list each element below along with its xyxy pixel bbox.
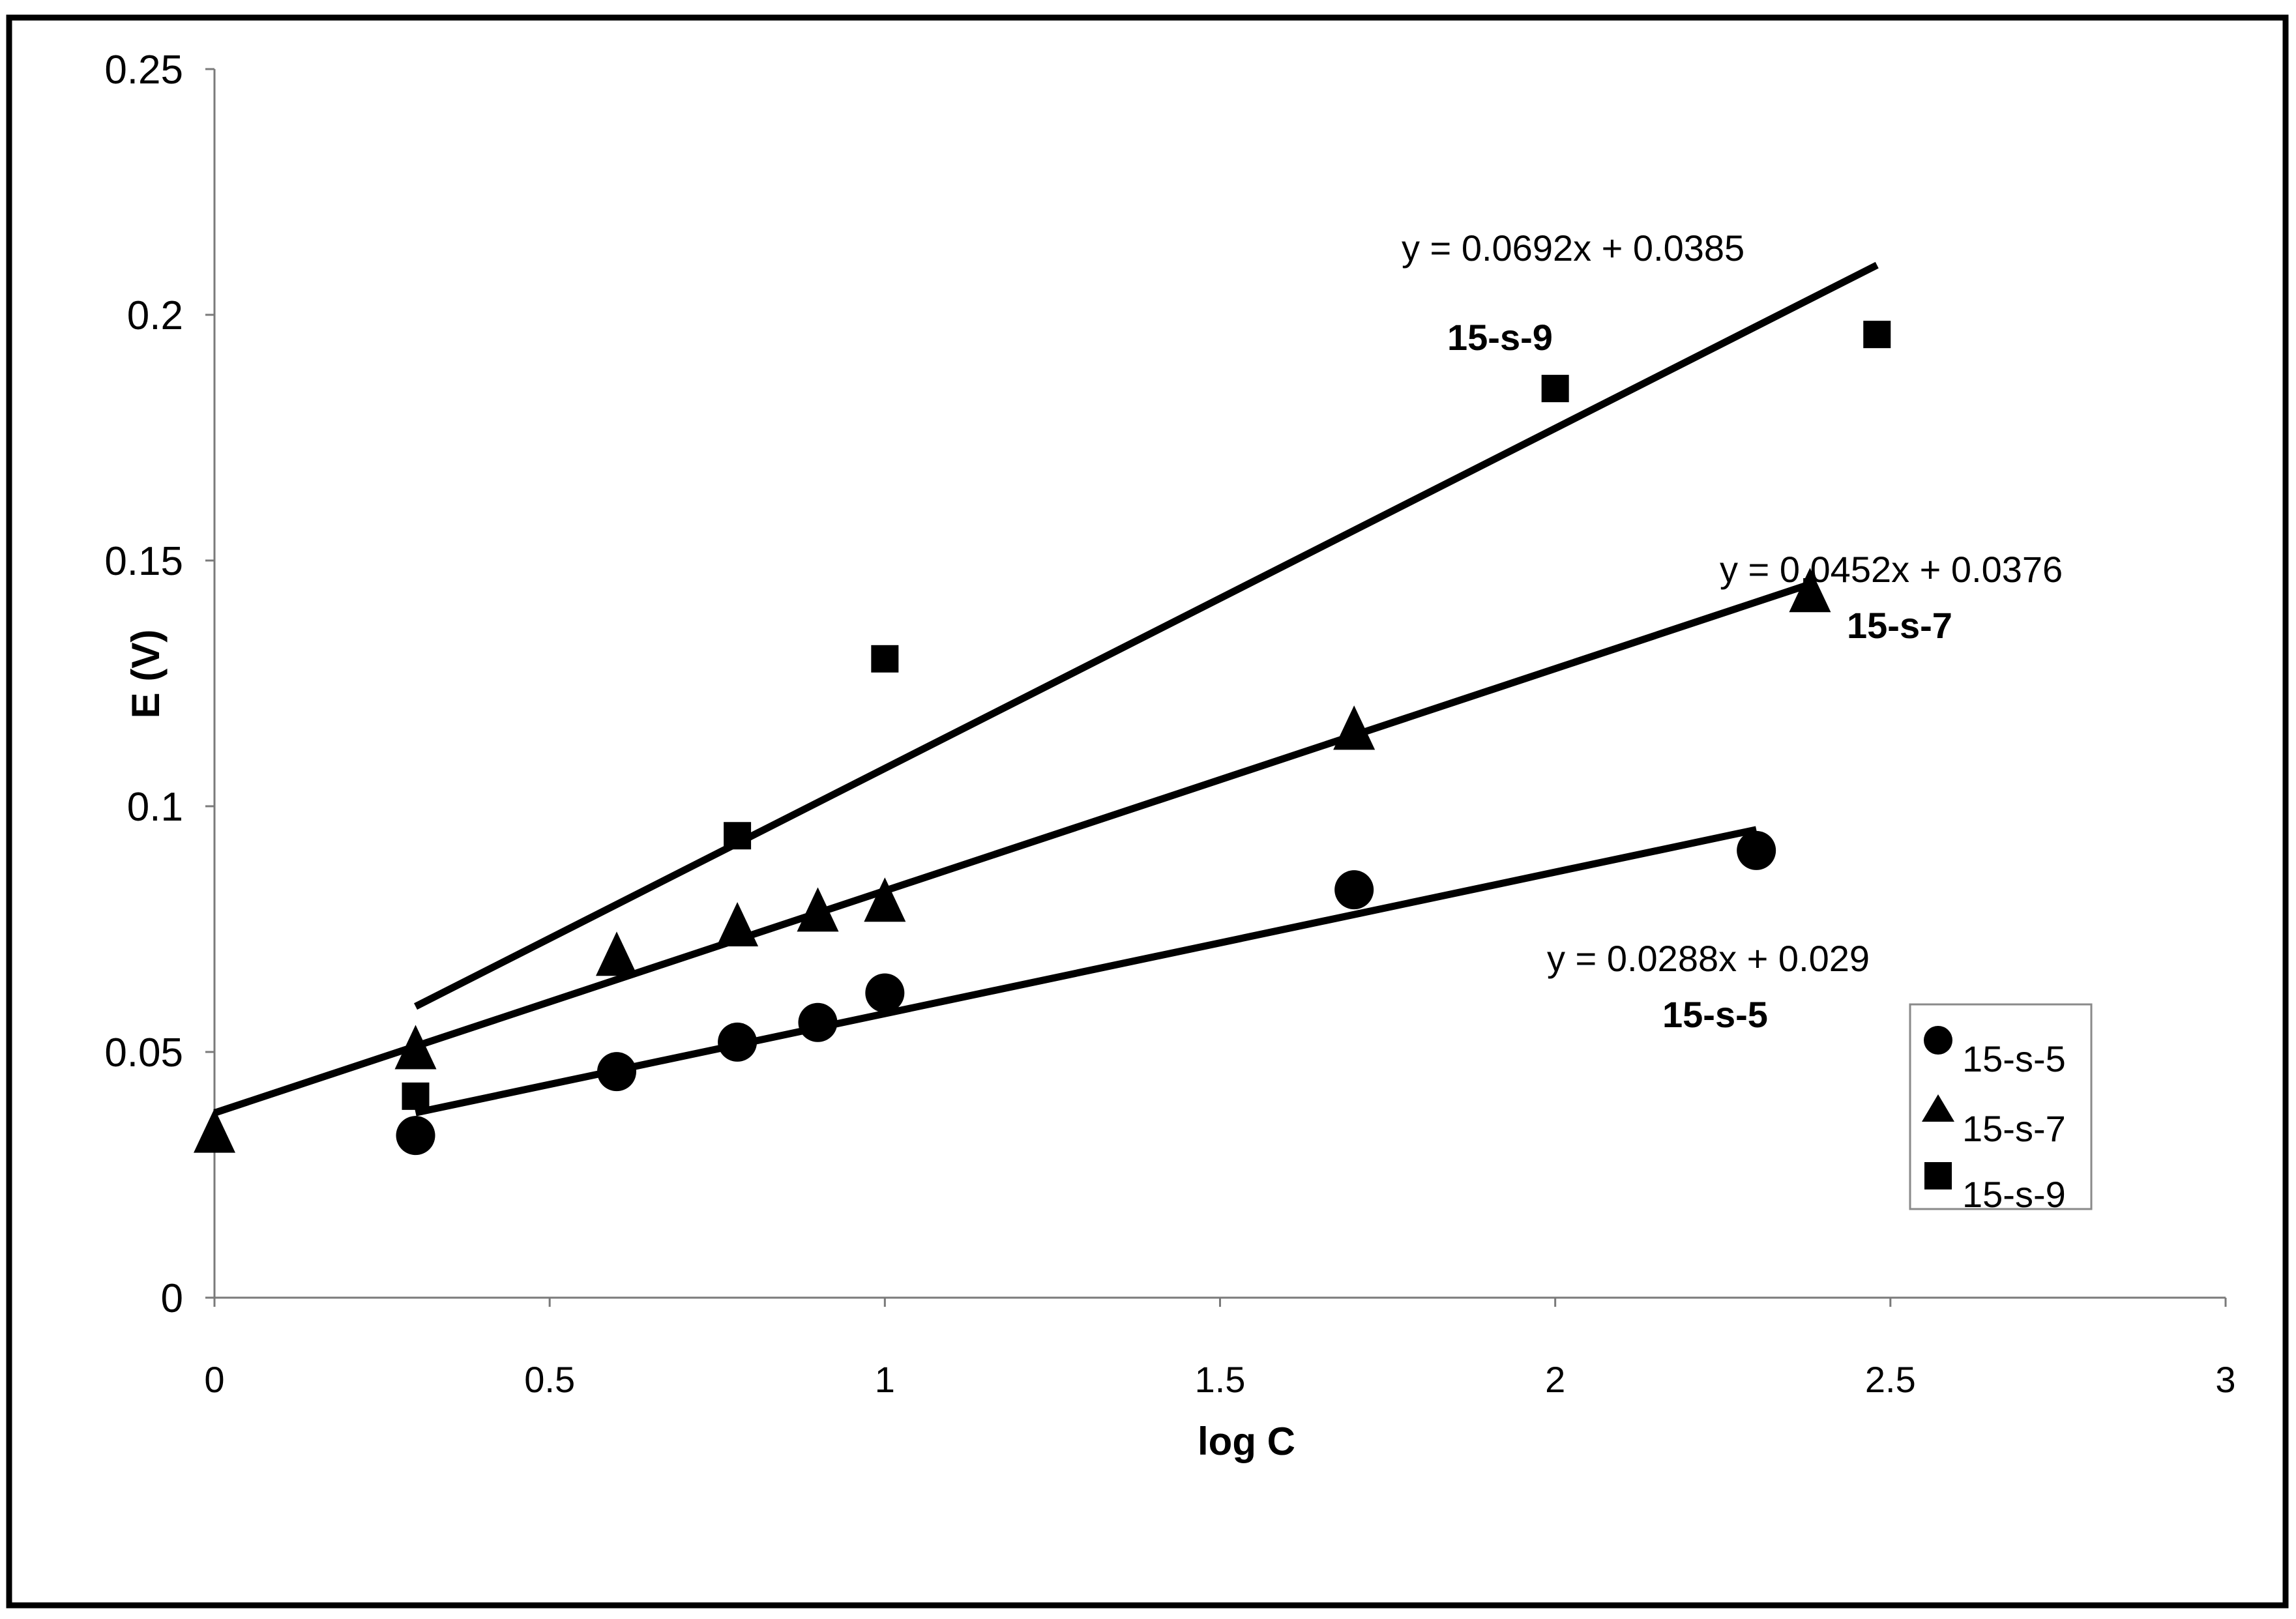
x-tick-label: 3 bbox=[2215, 1359, 2235, 1400]
y-tick-label: 0 bbox=[161, 1276, 183, 1321]
y-tick-label: 0.2 bbox=[127, 293, 183, 338]
x-ticks: 0 0.5 1 1.5 2 2.5 3 bbox=[204, 1298, 2236, 1400]
point-15-s-7 bbox=[194, 1108, 235, 1153]
legend-marker-15-s-5 bbox=[1924, 1026, 1952, 1055]
legend-label-15-s-7: 15-s-7 bbox=[1962, 1108, 2066, 1149]
label-15-s-9: 15-s-9 bbox=[1447, 317, 1553, 358]
point-15-s-9 bbox=[724, 822, 752, 850]
legend: 15-s-5 15-s-7 15-s-9 bbox=[1909, 1003, 2093, 1215]
point-15-s-5 bbox=[597, 1052, 636, 1092]
x-tick-label: 0 bbox=[204, 1359, 224, 1400]
label-15-s-5: 15-s-5 bbox=[1662, 994, 1768, 1035]
legend-label-15-s-5: 15-s-5 bbox=[1962, 1038, 2066, 1079]
trendline-15-s-7 bbox=[213, 581, 1812, 1116]
x-tick-label: 2.5 bbox=[1865, 1359, 1916, 1400]
y-ticks: 0 0.05 0.1 0.15 0.2 0.25 bbox=[104, 48, 214, 1321]
outer-frame bbox=[6, 14, 2289, 1609]
point-15-s-9 bbox=[1863, 321, 1891, 349]
y-tick-label: 0.05 bbox=[104, 1030, 183, 1075]
y-tick-label: 0.1 bbox=[127, 785, 183, 830]
x-tick-label: 0.5 bbox=[524, 1359, 575, 1400]
x-tick-label: 1 bbox=[875, 1359, 895, 1400]
point-15-s-5 bbox=[718, 1022, 758, 1062]
data-markers bbox=[194, 321, 1891, 1156]
trendline-15-s-5 bbox=[415, 826, 1758, 1116]
legend-marker-15-s-9 bbox=[1924, 1162, 1952, 1189]
point-15-s-7 bbox=[1333, 705, 1376, 750]
point-15-s-7 bbox=[596, 931, 638, 976]
point-15-s-7 bbox=[1789, 568, 1831, 613]
point-15-s-7 bbox=[864, 877, 906, 922]
point-15-s-9 bbox=[871, 645, 899, 673]
trendlines bbox=[213, 261, 1879, 1116]
point-15-s-5 bbox=[1334, 870, 1374, 910]
point-15-s-7 bbox=[797, 887, 839, 932]
y-tick-label: 0.25 bbox=[104, 48, 183, 93]
x-axis-label: log C bbox=[1198, 1420, 1295, 1463]
point-15-s-7 bbox=[394, 1025, 437, 1070]
legend-marker-15-s-7 bbox=[1922, 1094, 1954, 1122]
x-tick-label: 2 bbox=[1545, 1359, 1565, 1400]
x-tick-label: 1.5 bbox=[1195, 1359, 1246, 1400]
point-15-s-7 bbox=[716, 901, 759, 946]
equation-15-s-7: y = 0.0452x + 0.0376 bbox=[1720, 549, 2063, 590]
equation-15-s-9: y = 0.0692x + 0.0385 bbox=[1402, 227, 1744, 269]
y-tick-label: 0.15 bbox=[104, 539, 183, 584]
label-15-s-7: 15-s-7 bbox=[1847, 605, 1952, 646]
legend-label-15-s-9: 15-s-9 bbox=[1962, 1174, 2066, 1215]
trendline-15-s-9 bbox=[414, 261, 1879, 1010]
point-15-s-5 bbox=[798, 1002, 838, 1042]
point-15-s-5 bbox=[865, 973, 905, 1013]
point-15-s-9 bbox=[1541, 375, 1569, 403]
point-15-s-5 bbox=[1737, 830, 1776, 870]
y-axis-label: E (V) bbox=[124, 630, 168, 719]
point-15-s-5 bbox=[396, 1116, 435, 1156]
point-15-s-9 bbox=[402, 1082, 430, 1110]
equation-15-s-5: y = 0.0288x + 0.029 bbox=[1547, 938, 1870, 979]
